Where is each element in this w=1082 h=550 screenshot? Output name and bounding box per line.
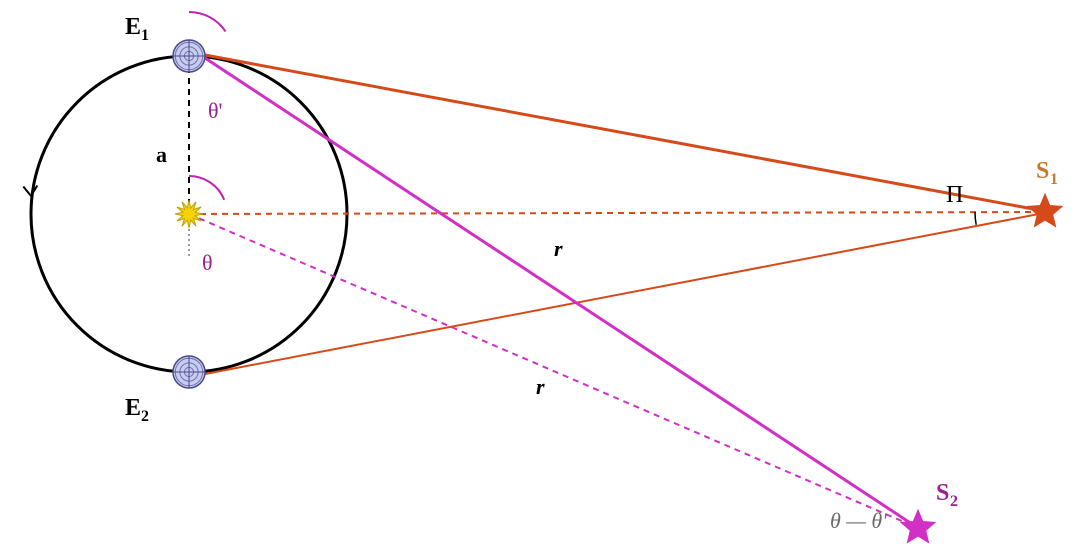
label-theta: θ xyxy=(202,250,213,275)
label-theta_diff: θ — θ' xyxy=(830,508,887,533)
arc-theta xyxy=(189,176,224,200)
label-E1-sub: 1 xyxy=(141,27,149,44)
parallax-diagram: E1E2S1S2aθ'θΠrrθ — θ' xyxy=(0,0,1082,550)
line-E1_to_S2 xyxy=(205,58,918,528)
label-Pi: Π xyxy=(946,182,963,208)
label-S1: S xyxy=(1036,158,1049,184)
star-S2 xyxy=(901,510,935,543)
line-E2_to_S1 xyxy=(205,213,1044,374)
earth-E2 xyxy=(173,356,205,388)
label-r_mid: r xyxy=(554,236,563,261)
arc-theta_prime xyxy=(189,12,225,31)
sun-icon xyxy=(175,200,203,228)
label-S1-sub: 1 xyxy=(1050,171,1058,188)
label-theta_prime: θ' xyxy=(208,98,223,123)
orbit-arrow xyxy=(23,186,38,197)
label-S2: S xyxy=(936,480,949,506)
label-E2: E xyxy=(125,395,141,421)
label-E2-sub: 2 xyxy=(141,408,149,425)
earth-E1 xyxy=(173,40,205,72)
label-r_low: r xyxy=(536,374,545,399)
line-E1_to_S1 xyxy=(205,55,1044,211)
line-sun_to_S1 xyxy=(189,212,1045,214)
arc-Pi xyxy=(975,212,976,225)
label-S2-sub: 2 xyxy=(950,493,958,510)
line-sun_to_S2 xyxy=(189,214,918,528)
label-E1: E xyxy=(125,14,141,40)
label-a: a xyxy=(156,142,167,167)
star-S1 xyxy=(1028,194,1062,227)
